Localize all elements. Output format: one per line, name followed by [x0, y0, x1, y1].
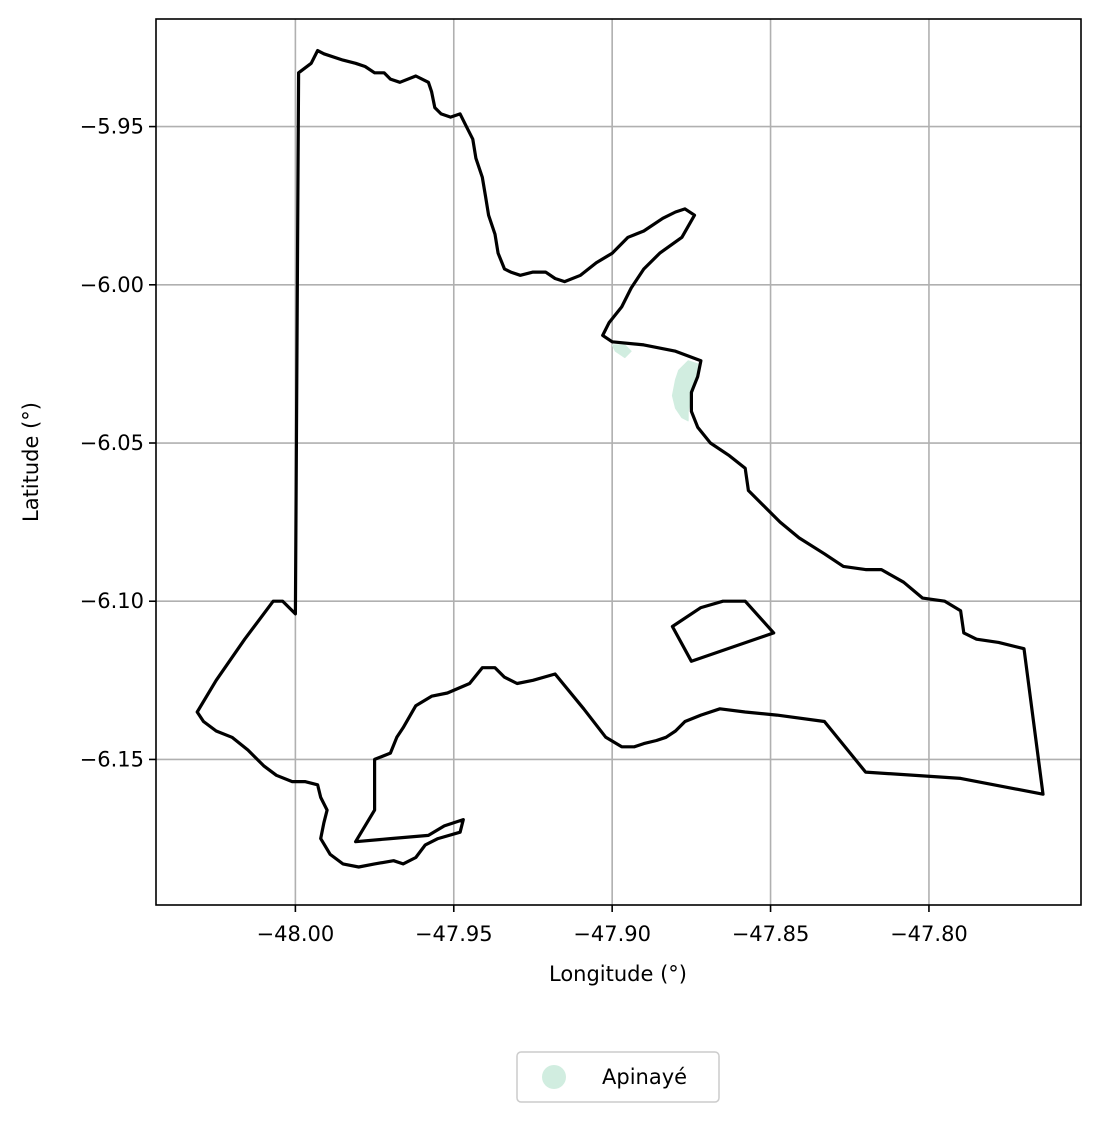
y-tick-label: −6.15 — [80, 747, 144, 771]
legend-frame — [516, 1051, 720, 1103]
x-tick-label: −48.00 — [257, 922, 335, 946]
y-tick-label: −6.10 — [80, 589, 144, 613]
boundary-outline — [670, 599, 776, 663]
legend: Apinayé — [516, 1051, 720, 1103]
x-tick-label: −47.80 — [890, 922, 968, 946]
boundary-layer — [195, 49, 1045, 869]
territory-area-apinaye — [611, 344, 632, 359]
y-axis-title: Latitude (°) — [19, 402, 43, 522]
x-axis-ticks: −48.00 −47.95 −47.90 −47.85 −47.80 — [257, 905, 968, 946]
x-tick-label: −47.95 — [415, 922, 493, 946]
plot-frame — [155, 18, 1082, 906]
y-tick-label: −6.00 — [80, 273, 144, 297]
x-axis-title: Longitude (°) — [549, 962, 687, 986]
legend-label-apinaye: Apinayé — [602, 1065, 687, 1089]
boundary-outline — [195, 49, 1045, 869]
territory-fill-layer — [611, 344, 699, 422]
y-tick-label: −5.95 — [80, 115, 144, 139]
y-axis-ticks: −5.95 −6.00 −6.05 −6.10 −6.15 — [80, 115, 156, 771]
y-tick-label: −6.05 — [80, 431, 144, 455]
legend-swatch-apinaye — [542, 1065, 566, 1089]
x-tick-label: −47.85 — [732, 922, 810, 946]
grid-lines — [156, 19, 1081, 905]
plot-area — [195, 49, 1045, 869]
x-tick-label: −47.90 — [573, 922, 651, 946]
